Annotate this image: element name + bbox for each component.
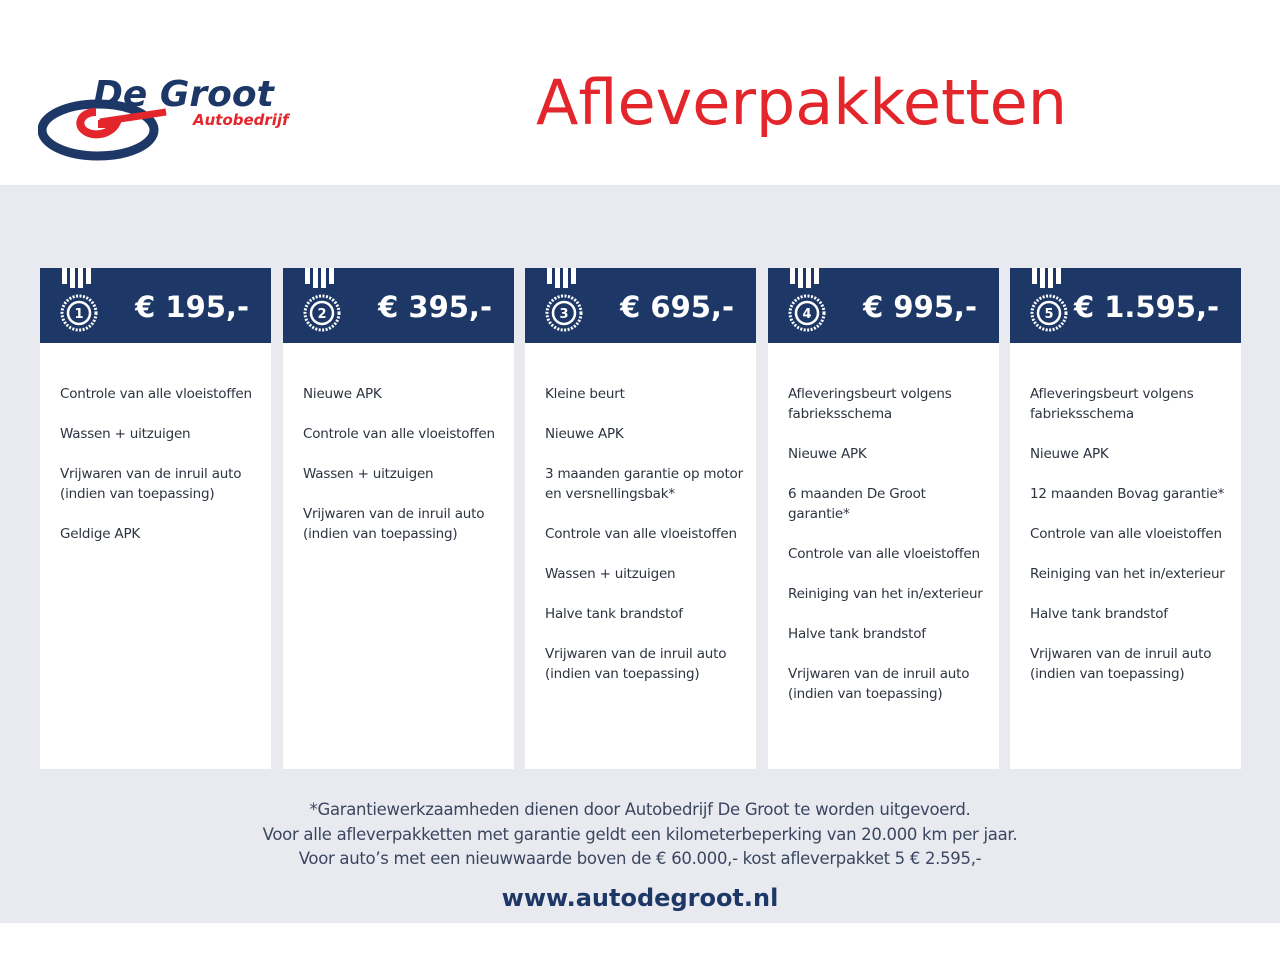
package-card: 2 € 395,- Nieuwe APK Controle van alle vlo…: [283, 268, 514, 769]
list-item: Afleveringsbeurt volgens fabrieksschema: [1030, 386, 1194, 422]
svg-text:5: 5: [1044, 307, 1053, 322]
logo-text: De Groot: [93, 74, 276, 115]
list-item: Controle van alle vloeistoffen: [303, 426, 495, 442]
list-item: Controle van alle vloeistoffen: [1030, 526, 1222, 542]
package-items: Nieuwe APK Controle van alle vloeistoffen…: [283, 343, 514, 544]
website-url: www.autodegroot.nl: [501, 884, 779, 912]
package-items: Kleine beurt Nieuwe APK 3 maanden garantie…: [525, 343, 756, 684]
medal-icon: 2: [303, 268, 341, 332]
footnote: *Garantiewerkzaamheden dienen door Autob…: [309, 800, 971, 819]
list-item: Controle van alle vloeistoffen: [60, 386, 252, 402]
list-item: Nieuwe APK: [788, 446, 867, 462]
medal-icon: 3: [545, 268, 583, 332]
package-price: € 1.595,-: [1073, 290, 1219, 324]
list-item: Wassen + uitzuigen: [545, 566, 676, 582]
list-item: Vrijwaren van de inruil auto (indien van…: [60, 466, 242, 502]
package-card: 3 € 695,- Kleine beurt Nieuwe APK 3 maanden…: [525, 268, 756, 769]
package-card: 4 € 995,- Afleveringsbeurt volgens fabrie…: [768, 268, 999, 769]
svg-text:2: 2: [317, 307, 326, 322]
medal-icon: 1: [60, 268, 98, 332]
package-items: Controle van alle vloeistoffen Wassen + u…: [40, 343, 271, 544]
page-title: Afleverpakketten: [536, 66, 1068, 139]
list-item: Halve tank brandstof: [788, 626, 926, 642]
list-item: Vrijwaren van de inruil auto (indien van…: [545, 646, 727, 682]
package-header: 1 € 195,-: [40, 268, 271, 343]
list-item: Vrijwaren van de inruil auto (indien van…: [303, 506, 485, 542]
list-item: Vrijwaren van de inruil auto (indien van…: [1030, 646, 1212, 682]
list-item: Halve tank brandstof: [1030, 606, 1168, 622]
header: De Groot Autobedrijf Afleverpakketten: [0, 0, 1280, 185]
package-header: 5 € 1.595,-: [1010, 268, 1241, 343]
footnotes: *Garantiewerkzaamheden dienen door Autob…: [0, 798, 1280, 872]
list-item: Nieuwe APK: [1030, 446, 1109, 462]
list-item: Reiniging van het in/exterieur: [1030, 566, 1225, 582]
list-item: Reiniging van het in/exterieur: [788, 586, 983, 602]
package-header: 4 € 995,-: [768, 268, 999, 343]
package-items: Afleveringsbeurt volgens fabrieksschema N…: [1010, 343, 1241, 684]
list-item: Controle van alle vloeistoffen: [545, 526, 737, 542]
svg-text:3: 3: [559, 307, 568, 322]
list-item: Geldige APK: [60, 526, 141, 542]
package-price: € 695,-: [620, 290, 734, 324]
svg-text:Autobedrijf: Autobedrijf: [192, 111, 291, 129]
footnote: Voor alle afleverpakketten met garantie …: [262, 824, 1018, 844]
footnote: Voor auto’s met een nieuwwaarde boven de…: [298, 849, 982, 868]
list-item: 12 maanden Bovag garantie*: [1030, 486, 1225, 502]
list-item: Controle van alle vloeistoffen: [788, 546, 980, 562]
list-item: Vrijwaren van de inruil auto (indien van…: [788, 666, 970, 702]
package-header: 2 € 395,-: [283, 268, 514, 343]
package-price: € 195,-: [135, 290, 249, 324]
list-item: Nieuwe APK: [545, 426, 624, 442]
package-price: € 995,-: [863, 290, 977, 324]
svg-text:1: 1: [74, 307, 83, 322]
list-item: Kleine beurt: [545, 386, 625, 402]
list-item: Halve tank brandstof: [545, 606, 683, 622]
medal-icon: 4: [788, 268, 826, 332]
list-item: 6 maanden De Groot garantie*: [788, 486, 926, 522]
package-header: 3 € 695,-: [525, 268, 756, 343]
list-item: Afleveringsbeurt volgens fabrieksschema: [788, 386, 952, 422]
list-item: Wassen + uitzuigen: [303, 466, 434, 482]
list-item: Nieuwe APK: [303, 386, 382, 402]
package-price: € 395,-: [378, 290, 492, 324]
package-card: 1 € 195,- Controle van alle vloeistoffen W…: [40, 268, 271, 769]
list-item: 3 maanden garantie op motor en versnelli…: [545, 466, 743, 502]
list-item: Wassen + uitzuigen: [60, 426, 191, 442]
package-card: 5 € 1.595,- Afleveringsbeurt volgens fabr…: [1010, 268, 1241, 769]
package-items: Afleveringsbeurt volgens fabrieksschema N…: [768, 343, 999, 704]
de-groot-logo: De Groot Autobedrijf: [38, 74, 291, 161]
medal-icon: 5: [1030, 268, 1068, 332]
svg-text:4: 4: [802, 307, 811, 322]
